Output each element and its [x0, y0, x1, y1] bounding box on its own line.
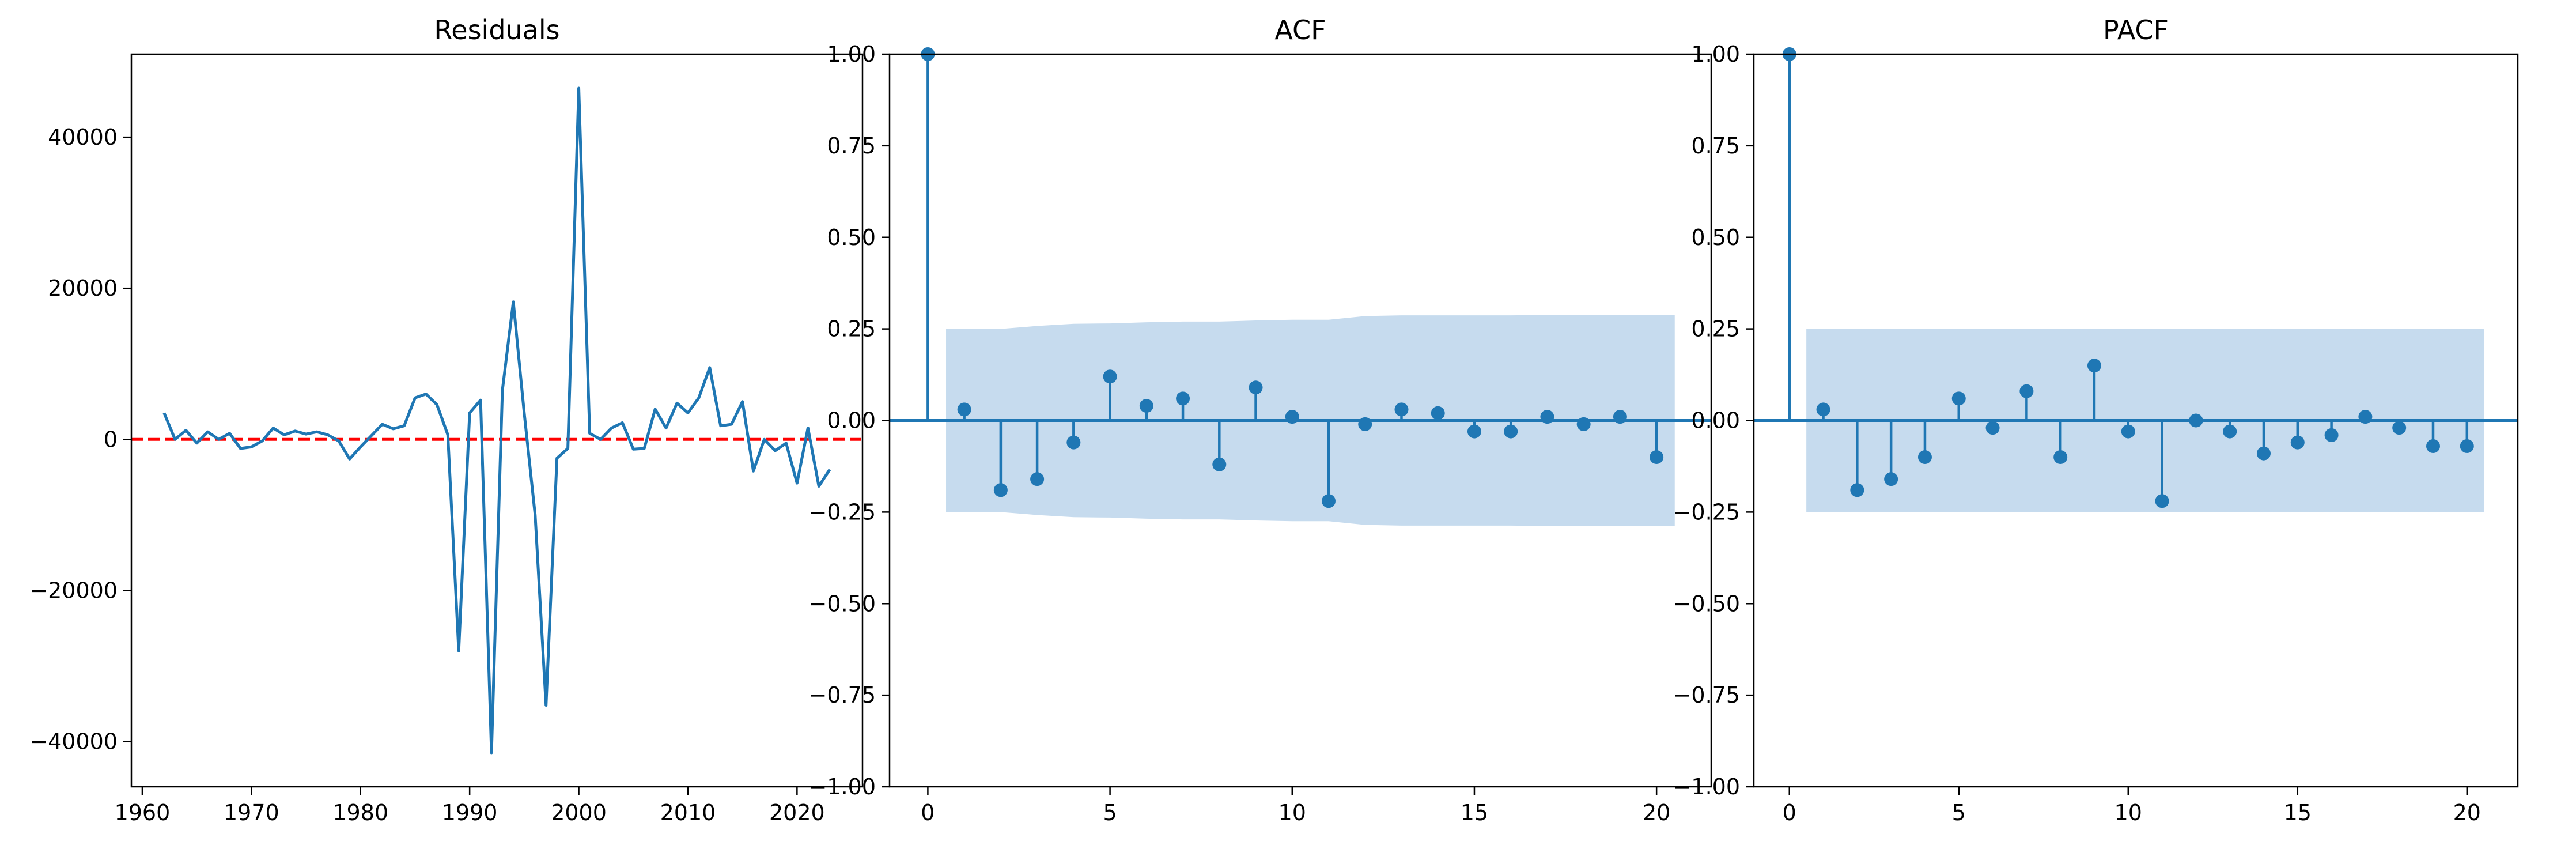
x-tick-label: 1970: [224, 800, 279, 825]
stem-marker: [1285, 410, 1299, 424]
x-tick-label: 10: [2114, 800, 2142, 825]
stem-marker: [1139, 399, 1153, 413]
y-tick-label: −0.25: [809, 499, 876, 525]
plot-frame: [888, 53, 1712, 788]
stem-marker: [957, 402, 971, 417]
residuals-panel: Residuals 1960 1970 1980 1990 2000 2010 2020 −40…: [29, 14, 864, 825]
stem-marker: [2358, 410, 2373, 424]
y-tick-label: 0.50: [1691, 225, 1740, 250]
stem-marker: [1917, 450, 1932, 465]
stem-marker: [2019, 384, 2034, 398]
stem-marker: [1850, 483, 1864, 497]
stem-marker: [2121, 424, 2135, 439]
stem-marker: [2189, 413, 2203, 428]
x-tick-label: 1960: [115, 800, 171, 825]
stem-marker: [2087, 359, 2101, 373]
stem-marker: [1576, 417, 1591, 431]
stem-marker: [2460, 439, 2474, 453]
y-tick-label: −0.50: [1673, 591, 1740, 616]
stem-marker: [1394, 402, 1409, 417]
plot-frame: [1753, 53, 2519, 788]
x-tick-label: 0: [921, 800, 935, 825]
stem-marker: [2223, 424, 2237, 439]
x-tick-label: 15: [1461, 800, 1488, 825]
chart-title: ACF: [1274, 14, 1326, 46]
acf-panel: ACF 0 5 10 15 20 −1.00 −0.75 −0.50 −0.25 0.00 0.25 0…: [809, 14, 1712, 825]
stem-marker: [1431, 406, 1445, 420]
plot-frame: [130, 53, 864, 788]
stem-marker: [1358, 417, 1372, 431]
y-tick-label: 1.00: [827, 42, 876, 67]
x-tick-label: 5: [1952, 800, 1966, 825]
residuals-line: [162, 86, 831, 755]
x-tick-label: 1980: [332, 800, 388, 825]
chart-title: Residuals: [434, 14, 559, 46]
y-tick-label: −0.75: [1673, 682, 1740, 708]
x-tick-label: 10: [1278, 800, 1306, 825]
y-tick-label: 1.00: [1691, 42, 1740, 67]
x-tick-label: 5: [1103, 800, 1117, 825]
y-tick-label: 0.75: [1691, 133, 1740, 159]
y-tick-label: 20000: [48, 276, 118, 301]
stem-marker: [1884, 472, 1898, 486]
y-tick-label: −0.25: [1673, 499, 1740, 525]
x-tick-label: 20: [1643, 800, 1670, 825]
stem-marker: [1249, 380, 1263, 395]
stem-marker: [1212, 457, 1227, 471]
y-tick-label: 0.00: [827, 408, 876, 433]
stem-marker: [1540, 410, 1554, 424]
y-tick-label: 0.50: [827, 225, 876, 250]
y-tick-label: 0.75: [827, 133, 876, 159]
y-tick-label: −1.00: [809, 774, 876, 799]
y-tick-label: −20000: [29, 578, 118, 603]
y-tick-label: −0.75: [809, 682, 876, 708]
stem-marker: [993, 483, 1008, 497]
stem-marker: [2392, 421, 2407, 435]
y-tick-label: −0.50: [809, 591, 876, 616]
stem-marker: [1504, 424, 1518, 439]
x-tick-label: 2020: [769, 800, 825, 825]
stem-marker: [1103, 369, 1117, 384]
x-tick-label: 1990: [442, 800, 498, 825]
stem-marker: [2324, 428, 2339, 442]
x-tick-label: 0: [1783, 800, 1796, 825]
y-tick-label: 0.25: [827, 316, 876, 342]
stem-marker: [1322, 494, 1336, 508]
stem-marker: [1030, 472, 1045, 486]
y-tick-label: −1.00: [1673, 774, 1740, 799]
stem-marker: [1613, 410, 1627, 424]
stem-marker: [2290, 435, 2305, 450]
pacf-panel: PACF 0 5 10 15 20 −1.00 −0.75 −0.50 −0.25 0.00 0.25…: [1673, 14, 2519, 825]
chart-title: PACF: [2103, 14, 2169, 46]
y-tick-label: 0.25: [1691, 316, 1740, 342]
stem-marker: [1066, 435, 1081, 450]
stem-marker: [1176, 391, 1190, 406]
stem-marker: [2426, 439, 2440, 453]
stem-marker: [2155, 494, 2169, 508]
stem-marker: [1985, 421, 2000, 435]
stem-marker: [1467, 424, 1481, 439]
stem-marker: [2256, 446, 2271, 461]
x-tick-label: 2010: [660, 800, 716, 825]
y-tick-label: 0: [104, 427, 118, 452]
x-tick-label: 15: [2284, 800, 2312, 825]
stem-marker: [2053, 450, 2068, 465]
stem-marker: [1951, 391, 1966, 406]
x-tick-label: 2000: [551, 800, 607, 825]
y-tick-label: 0.00: [1691, 408, 1740, 433]
y-tick-label: 40000: [48, 125, 118, 150]
y-tick-label: −40000: [29, 729, 118, 754]
x-tick-label: 20: [2453, 800, 2481, 825]
stem-marker: [1816, 402, 1830, 417]
stem-marker: [1650, 450, 1664, 465]
